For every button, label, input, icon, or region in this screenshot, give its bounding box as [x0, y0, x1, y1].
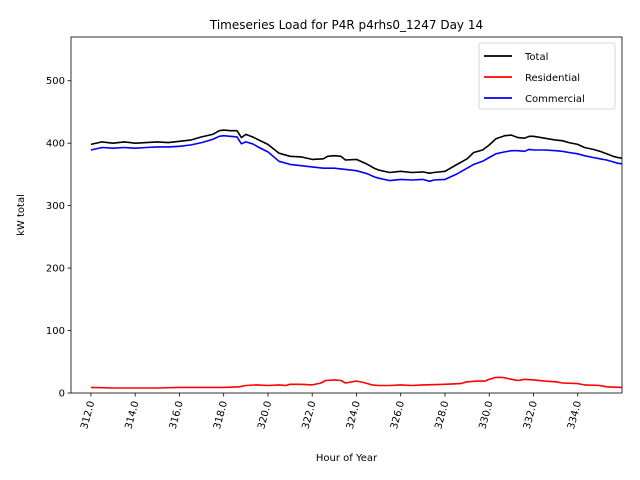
y-tick-label: 400	[46, 139, 65, 150]
plot-frame	[70, 36, 623, 394]
y-tick-label: 0	[59, 389, 65, 400]
series-line-total	[90, 129, 623, 174]
series-line-commercial	[90, 134, 623, 183]
y-tick-label: 300	[46, 201, 65, 212]
series-line-residential	[90, 376, 623, 389]
x-axis-label: Hour of Year	[316, 453, 378, 464]
legend-label-total: Total	[524, 52, 548, 63]
y-axis-label: kW total	[16, 194, 27, 236]
legend-box	[478, 42, 616, 110]
legend-label-residential: Residential	[525, 73, 580, 84]
y-tick-label: 200	[46, 264, 65, 275]
series-layer	[90, 129, 623, 389]
y-tick-label: 500	[46, 76, 65, 87]
y-axis-ticks: 0 100 200 300 400 500	[46, 76, 71, 400]
legend: Total Residential Commercial	[478, 42, 616, 110]
chart-title: Timeseries Load for P4R p4rhs0_1247 Day …	[209, 18, 483, 32]
y-tick-label: 100	[46, 326, 65, 337]
legend-label-commercial: Commercial	[525, 94, 585, 105]
